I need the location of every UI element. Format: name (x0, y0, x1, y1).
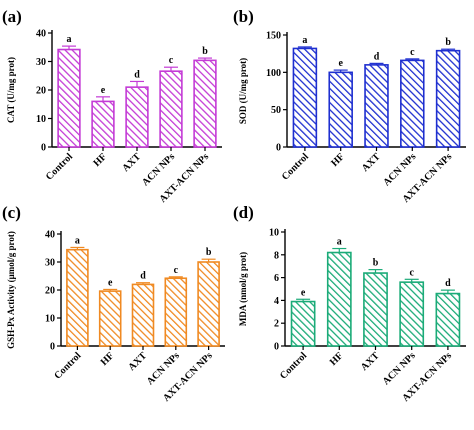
y-tick-label: 4 (274, 296, 279, 307)
y-tick-label: 10 (45, 314, 55, 325)
x-tick-label: Control (52, 350, 83, 381)
bar (125, 86, 149, 148)
significance-label: c (174, 265, 179, 276)
x-tick-label: HF (99, 350, 117, 368)
x-tick-label: AXT (359, 350, 382, 373)
y-tick-label: 20 (36, 86, 46, 97)
bar (290, 300, 316, 347)
y-tick-label: 40 (45, 230, 55, 241)
x-tick-label: AXT (120, 151, 143, 174)
y-tick-label: 20 (45, 286, 55, 297)
y-tick-label: 0 (274, 342, 279, 353)
significance-label: b (445, 37, 451, 48)
x-tick-label: HF (92, 151, 110, 169)
y-tick-label: 100 (266, 68, 281, 79)
significance-label: b (373, 258, 379, 269)
y-tick-label: 8 (274, 250, 279, 261)
y-axis-label: CAT (U/mg prot) (6, 57, 16, 123)
x-tick-label: Control (278, 350, 309, 381)
bar (399, 281, 425, 347)
panel-label: (d) (233, 203, 254, 222)
significance-label: c (409, 267, 414, 278)
x-tick-label: ACN NPs (381, 350, 418, 387)
bar (400, 59, 425, 148)
significance-label: b (206, 247, 212, 258)
significance-label: c (410, 47, 415, 58)
y-tick-label: 0 (41, 143, 46, 154)
bar (98, 290, 122, 347)
x-tick-label: HF (329, 151, 347, 169)
y-axis-label: GSH-Px Activity (μmol/g prot) (6, 231, 16, 349)
y-tick-label: 0 (276, 143, 281, 154)
y-tick-label: 150 (266, 31, 281, 42)
bar (91, 100, 115, 148)
bar (197, 261, 220, 347)
bar (435, 292, 461, 347)
significance-label: a (67, 34, 72, 45)
y-axis-label: MDA (nmol/g prot) (238, 252, 248, 326)
y-tick-label: 50 (271, 105, 281, 116)
x-tick-label: ACN NPs (381, 151, 418, 188)
panel-4: (d) 0 2 4 6 8 10 MDA (nmol/g prot) e Control a HF b A… (233, 203, 466, 404)
panel-label: (b) (233, 7, 254, 26)
y-tick-label: 30 (45, 258, 55, 269)
bar (164, 277, 188, 347)
significance-label: b (202, 46, 208, 57)
x-tick-label: AXT (360, 151, 383, 174)
bar (363, 272, 388, 347)
significance-label: c (169, 55, 174, 66)
panel-2: (b) 0 50 100 150 SOD (U/mg prot) a Control e HF d A… (233, 7, 466, 205)
significance-label: d (134, 69, 140, 80)
y-tick-label: 2 (274, 319, 279, 330)
bar (326, 251, 352, 347)
y-tick-label: 40 (36, 29, 46, 40)
bar (292, 47, 318, 148)
bar (159, 70, 183, 148)
significance-label: e (338, 58, 343, 69)
bar (435, 49, 461, 148)
bar (364, 64, 389, 148)
significance-label: a (337, 237, 342, 248)
bar (131, 283, 155, 347)
significance-label: e (101, 85, 106, 96)
significance-label: d (445, 278, 451, 289)
panel-3: (c) 0 10 20 30 40 GSH-Px Activity (μmol/g prot… (2, 203, 225, 404)
significance-label: e (108, 277, 113, 288)
significance-label: a (302, 35, 307, 46)
y-tick-label: 10 (269, 228, 279, 239)
y-tick-label: 0 (50, 342, 55, 353)
significance-label: a (75, 235, 80, 246)
y-axis-label: SOD (U/mg prot) (238, 58, 248, 124)
bar (328, 71, 353, 148)
panel-label: (a) (2, 7, 22, 26)
y-tick-label: 30 (36, 57, 46, 68)
x-tick-label: HF (328, 350, 346, 368)
x-tick-label: Control (280, 151, 311, 182)
significance-label: d (140, 271, 146, 282)
y-tick-label: 10 (36, 114, 46, 125)
panel-label: (c) (2, 203, 21, 222)
bar (57, 48, 81, 148)
x-tick-label: AXT (126, 350, 149, 373)
panel-1: (a) 0 10 20 30 40 CAT (U/mg prot) a Control e HF d A… (2, 7, 222, 205)
bar (66, 248, 89, 347)
bar (193, 59, 217, 148)
significance-label: d (374, 51, 380, 62)
x-tick-label: Control (44, 151, 75, 182)
y-tick-label: 6 (274, 273, 279, 284)
significance-label: e (301, 287, 306, 298)
